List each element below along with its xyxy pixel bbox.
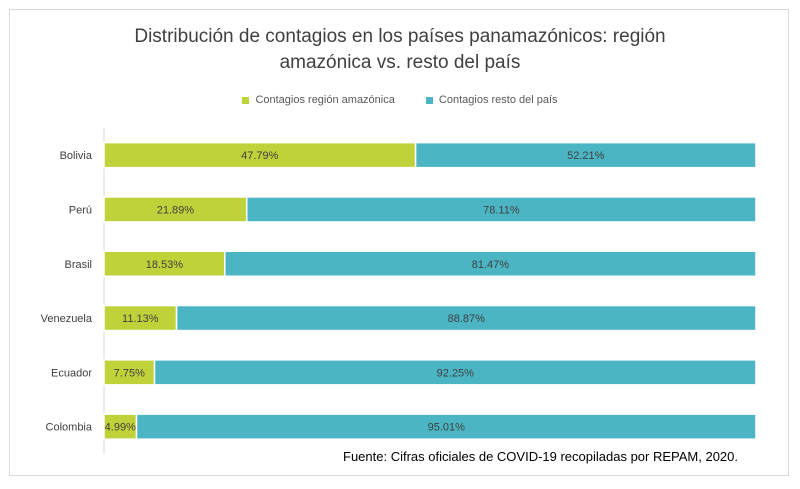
chart-frame bbox=[9, 9, 789, 476]
bar-resto bbox=[135, 413, 757, 440]
bar-amazonica bbox=[103, 141, 417, 169]
legend-swatch-resto bbox=[425, 96, 433, 104]
category-label: Ecuador bbox=[51, 367, 92, 379]
chart-title: Distribución de contagios en los países … bbox=[0, 24, 800, 76]
data-label: 92.25% bbox=[437, 367, 475, 379]
category-label: Brasil bbox=[64, 259, 92, 271]
legend-label-resto: Contagios resto del país bbox=[438, 94, 558, 106]
data-label: 21.89% bbox=[157, 204, 195, 216]
chart-title-line-2: amazónica vs. resto del país bbox=[279, 52, 521, 73]
data-label: 78.11% bbox=[483, 204, 520, 216]
category-label: Perú bbox=[69, 204, 92, 216]
legend-item-resto: Contagios resto del país bbox=[425, 94, 558, 106]
bar-resto bbox=[414, 141, 757, 169]
source-note: Fuente: Cifras oficiales de COVID-19 rec… bbox=[343, 449, 738, 464]
legend-label-amazonica: Contagios región amazónica bbox=[255, 94, 395, 106]
chart-legend: Contagios región amazónica Contagios res… bbox=[0, 94, 800, 107]
bar-amazonica bbox=[103, 359, 156, 386]
bar-resto bbox=[245, 196, 757, 223]
bar-amazonica bbox=[103, 413, 138, 440]
chart-title-line-1: Distribución de contagios en los países … bbox=[134, 26, 666, 47]
bar-resto bbox=[153, 359, 757, 386]
data-label: 88.87% bbox=[448, 313, 486, 325]
data-label: 18.53% bbox=[146, 259, 184, 271]
data-label: 47.79% bbox=[241, 150, 279, 162]
legend-item-amazonica: Contagios región amazónica bbox=[242, 94, 395, 106]
category-label: Venezuela bbox=[41, 313, 93, 325]
category-label: Bolivia bbox=[60, 150, 93, 162]
legend-swatch-amazonica bbox=[242, 96, 250, 104]
bar-resto bbox=[224, 250, 757, 277]
data-label: 11.13% bbox=[122, 313, 159, 325]
category-label: Colombia bbox=[46, 422, 93, 434]
data-label: 52.21% bbox=[567, 150, 605, 162]
data-label: 7.75% bbox=[114, 367, 145, 379]
data-label: 95.01% bbox=[428, 422, 466, 434]
data-label: 81.47% bbox=[472, 259, 510, 271]
bar-resto bbox=[175, 304, 757, 332]
data-label: 4.99% bbox=[105, 422, 136, 434]
